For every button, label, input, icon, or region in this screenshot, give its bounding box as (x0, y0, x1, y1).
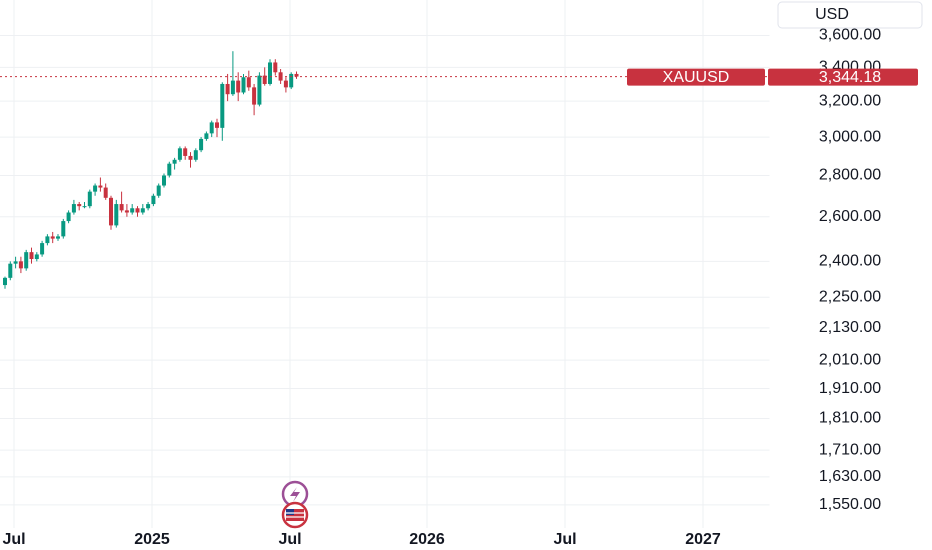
candle-body (183, 148, 188, 156)
candle-body (220, 83, 225, 128)
y-tick-label: 2,010.00 (819, 351, 881, 368)
candle-body (225, 83, 230, 95)
symbol-tag-bg (627, 68, 765, 86)
candle-body (29, 252, 34, 260)
candle-body (209, 122, 214, 134)
candle-body (61, 221, 66, 237)
candle-body (119, 204, 124, 211)
candle-body (93, 185, 98, 192)
x-tick-label: 2026 (409, 531, 445, 548)
candle-body (252, 87, 257, 105)
candle-body (151, 195, 156, 205)
candle-body (3, 277, 7, 286)
candle-body (246, 77, 251, 88)
candle-body (204, 133, 209, 139)
candle-body (56, 236, 60, 239)
candle-body (71, 204, 76, 213)
candle-body (45, 236, 50, 244)
candle-body (289, 73, 294, 88)
candle-body (13, 261, 18, 264)
price-tag-bg (768, 68, 918, 86)
currency-box[interactable] (777, 1, 923, 29)
x-tick-label: Jul (2, 531, 25, 548)
candle-body (193, 150, 198, 160)
candle-body (177, 148, 182, 160)
candle-body (215, 122, 219, 128)
candle-body (268, 62, 272, 84)
y-tick-label: 2,250.00 (819, 289, 881, 306)
candle-body (167, 163, 172, 176)
candle-body (114, 204, 119, 226)
x-tick-label: 2025 (134, 531, 170, 548)
candle-body (109, 197, 113, 226)
x-tick-label: Jul (278, 531, 301, 548)
y-tick-label: 1,550.00 (819, 496, 881, 513)
candle-body (294, 73, 299, 77)
candle-body (156, 185, 161, 196)
y-tick-label: 3,200.00 (819, 92, 881, 109)
candle-body (124, 210, 129, 213)
event-icons[interactable] (281, 480, 309, 529)
candle-body (257, 75, 262, 105)
candle-body (162, 175, 166, 186)
candle-body (34, 254, 39, 260)
candle-body (103, 187, 108, 198)
candle-body (77, 204, 82, 207)
candle-body (24, 252, 29, 269)
candle-body (146, 204, 151, 209)
candle-body (8, 263, 13, 278)
candle-body (283, 80, 288, 88)
candle-body (199, 138, 204, 151)
y-tick-label: 3,600.00 (819, 27, 881, 44)
candle-body (273, 62, 278, 73)
y-tick-label: 1,630.00 (819, 468, 881, 485)
candle-body (40, 243, 45, 255)
candle-body (66, 212, 71, 222)
candle-body (230, 80, 235, 95)
candle-body (50, 236, 55, 239)
price-tag: 3,344.18 (819, 69, 881, 86)
y-tick-label: 3,000.00 (819, 128, 881, 145)
candle-body (140, 208, 145, 213)
candle-body (82, 206, 87, 208)
y-tick-label: 2,600.00 (819, 208, 881, 225)
candle-body (172, 159, 177, 164)
y-tick-label: 2,130.00 (819, 319, 881, 336)
y-tick-label: 1,810.00 (819, 410, 881, 427)
y-tick-label: 1,710.00 (819, 441, 881, 458)
candle-body (236, 80, 241, 93)
candle-body (87, 191, 92, 207)
candle-body (98, 185, 103, 188)
candle-body (18, 261, 23, 269)
x-tick-label: 2027 (685, 531, 721, 548)
candle-body (241, 77, 246, 93)
candle-body (262, 75, 267, 84)
y-tick-label: 1,910.00 (819, 380, 881, 397)
symbol-tag: XAUUSD (663, 69, 730, 86)
y-tick-label: 2,400.00 (819, 253, 881, 270)
candle-body (135, 208, 140, 213)
candle-body (130, 208, 135, 213)
currency[interactable]: USD (815, 6, 849, 23)
candle-body (188, 155, 193, 160)
y-tick-label: 2,800.00 (819, 167, 881, 184)
x-tick-label: Jul (553, 531, 576, 548)
